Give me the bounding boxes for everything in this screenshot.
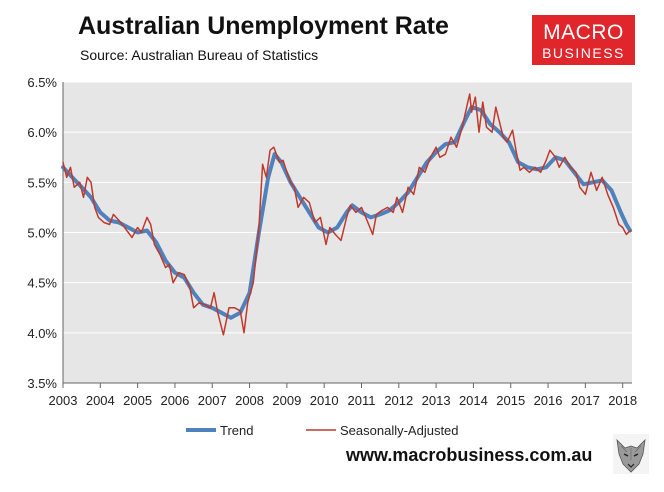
series-line-seasonally-adjusted xyxy=(62,93,631,336)
logo-line-1: MACRO xyxy=(543,21,624,44)
x-tick-label: 2003 xyxy=(49,393,78,408)
x-tick-label: 2005 xyxy=(123,393,152,408)
wolf-mascot-icon xyxy=(613,434,649,474)
macrobusiness-logo: MACRO BUSINESS xyxy=(532,15,635,65)
legend-label: Trend xyxy=(220,423,253,438)
website-url: www.macrobusiness.com.au xyxy=(346,445,593,465)
x-tick-label: 2010 xyxy=(310,393,339,408)
x-tick-label: 2012 xyxy=(384,393,413,408)
logo-line-2: BUSINESS xyxy=(542,45,625,61)
x-tick-label: 2008 xyxy=(235,393,264,408)
series-lines xyxy=(61,93,633,336)
y-tick-label: 5.0% xyxy=(27,226,57,241)
x-tick-label: 2007 xyxy=(198,393,227,408)
x-tick-label: 2006 xyxy=(160,393,189,408)
x-tick-label: 2015 xyxy=(496,393,525,408)
legend: Trend Seasonally-Adjusted xyxy=(186,423,459,438)
x-tick-label: 2011 xyxy=(348,393,376,408)
y-tick-label: 5.5% xyxy=(27,175,57,190)
y-axis-ticks: 3.5% 4.0% 4.5% 5.0% 5.5% 6.0% 6.5% xyxy=(27,75,632,391)
x-tick-label: 2014 xyxy=(459,393,488,408)
x-tick-label: 2009 xyxy=(272,393,301,408)
y-tick-label: 3.5% xyxy=(27,376,57,391)
x-tick-label: 2016 xyxy=(534,393,563,408)
x-axis-ticks: 2003 2004 2005 2006 2007 2008 2009 2010 2011 2012… xyxy=(49,383,637,408)
x-tick-label: 2017 xyxy=(571,393,600,408)
y-tick-label: 4.0% xyxy=(27,326,57,341)
chart-subtitle: Source: Australian Bureau of Statistics xyxy=(80,47,319,63)
x-tick-label: 2013 xyxy=(422,393,451,408)
legend-label: Seasonally-Adjusted xyxy=(340,423,459,438)
y-tick-label: 4.5% xyxy=(27,276,57,291)
x-tick-label: 2018 xyxy=(608,393,637,408)
chart-title: Australian Unemployment Rate xyxy=(78,12,449,40)
y-tick-label: 6.5% xyxy=(27,75,57,90)
x-tick-label: 2004 xyxy=(86,393,115,408)
y-tick-label: 6.0% xyxy=(27,125,57,140)
